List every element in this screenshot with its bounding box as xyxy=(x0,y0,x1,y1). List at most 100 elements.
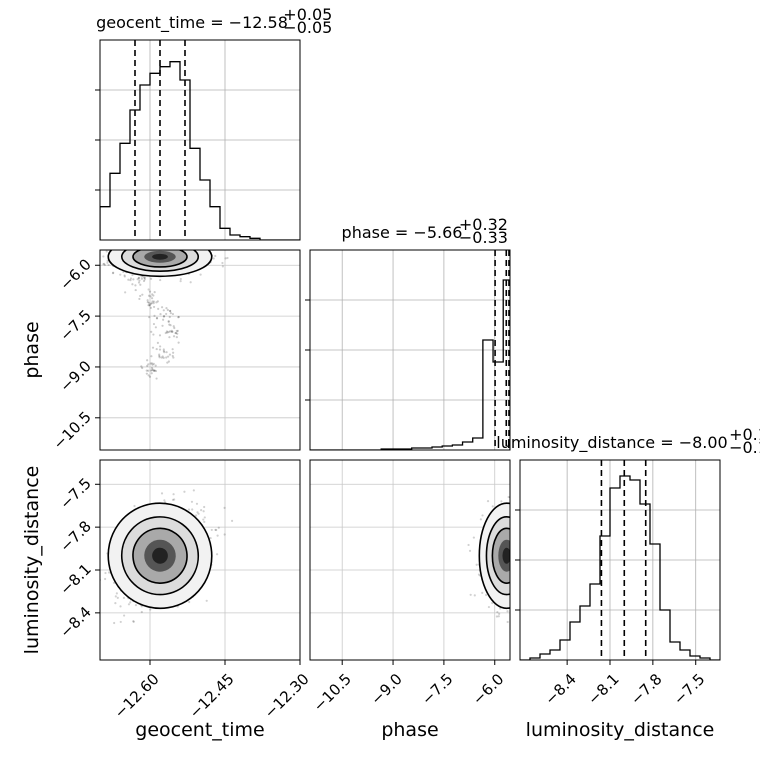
scatter-point xyxy=(174,244,176,246)
scatter-point xyxy=(139,243,141,245)
scatter-point xyxy=(114,595,117,598)
histogram-steps xyxy=(100,61,300,240)
scatter-point xyxy=(176,243,178,245)
scatter-point xyxy=(195,502,199,505)
scatter-point xyxy=(146,300,149,304)
scatter-point xyxy=(513,579,515,581)
scatter-point xyxy=(149,295,152,298)
histogram-panel-geocent_time xyxy=(95,39,301,241)
x-axis-label: geocent_time xyxy=(135,719,264,741)
scatter-point xyxy=(162,315,166,318)
scatter-point xyxy=(166,245,168,247)
scatter-point xyxy=(102,247,104,249)
scatter-point xyxy=(185,241,187,243)
scatter-point xyxy=(514,534,516,536)
scatter-point xyxy=(169,312,172,315)
scatter-point xyxy=(167,330,170,334)
scatter-point xyxy=(150,330,153,333)
scatter-point xyxy=(192,244,194,246)
scatter-point xyxy=(511,574,513,576)
scatter-point xyxy=(516,520,518,522)
scatter-point xyxy=(168,243,170,245)
scatter-point xyxy=(512,525,514,527)
scatter-point xyxy=(199,246,201,248)
scatter-point xyxy=(141,244,143,246)
scatter-point xyxy=(205,599,208,602)
y-tick-label: −10.5 xyxy=(50,408,95,453)
scatter-point xyxy=(511,542,513,544)
scatter-point xyxy=(491,601,494,605)
scatter-point xyxy=(117,247,119,249)
scatter-point xyxy=(150,355,153,358)
scatter-point xyxy=(469,593,472,596)
scatter-point xyxy=(511,566,513,568)
scatter-point xyxy=(181,246,183,248)
scatter-point xyxy=(518,596,520,598)
scatter-point xyxy=(150,277,153,280)
scatter-point xyxy=(512,538,514,540)
scatter-point xyxy=(516,503,518,505)
scatter-point xyxy=(510,533,512,535)
y-tick-label: −9.0 xyxy=(56,357,94,395)
scatter-point xyxy=(221,261,224,265)
scatter-point xyxy=(516,514,518,516)
scatter-point xyxy=(214,528,217,531)
scatter-point xyxy=(511,513,513,515)
scatter-point xyxy=(158,354,161,358)
scatter-point xyxy=(511,605,513,607)
scatter-point xyxy=(515,568,517,570)
scatter-point xyxy=(485,593,488,597)
scatter-point xyxy=(105,250,108,253)
scatter-point xyxy=(175,329,178,333)
scatter-point xyxy=(517,567,519,569)
scatter-point xyxy=(514,536,516,538)
scatter-point xyxy=(134,604,138,607)
scatter-point xyxy=(164,248,166,250)
scatter-point xyxy=(144,242,146,244)
scatter-point xyxy=(143,242,145,244)
scatter-point xyxy=(129,246,131,248)
scatter-point xyxy=(163,247,165,249)
scatter-point xyxy=(513,541,515,543)
scatter-point xyxy=(162,356,165,359)
scatter-point xyxy=(151,368,154,371)
scatter-point xyxy=(147,374,150,377)
scatter-point xyxy=(103,262,106,265)
scatter-point xyxy=(195,246,197,248)
scatter-point xyxy=(127,603,131,606)
scatter-point xyxy=(132,620,135,623)
scatter-point xyxy=(517,566,519,568)
scatter-point xyxy=(513,531,515,533)
scatter-point xyxy=(215,553,219,556)
scatter-point xyxy=(171,246,173,248)
scatter-point xyxy=(157,243,159,245)
scatter-point xyxy=(156,300,159,303)
scatter-point xyxy=(154,369,158,373)
scatter-point xyxy=(498,612,501,615)
scatter-point xyxy=(515,531,517,533)
scatter-point xyxy=(131,243,133,245)
scatter-point xyxy=(497,615,500,618)
scatter-point xyxy=(512,561,514,563)
scatter-point xyxy=(512,574,514,576)
scatter-point xyxy=(123,275,126,278)
x-tick-label: −8.1 xyxy=(584,670,622,708)
scatter-point xyxy=(172,493,175,496)
scatter-point xyxy=(511,541,513,543)
scatter-point xyxy=(514,571,516,573)
scatter-point xyxy=(130,246,132,248)
scatter-point xyxy=(512,513,514,515)
scatter-point xyxy=(144,246,146,248)
scatter-point xyxy=(514,550,516,552)
scatter-point xyxy=(162,246,164,248)
scatter-point xyxy=(512,604,514,606)
scatter-point xyxy=(153,369,156,372)
scatter-point xyxy=(179,280,182,283)
scatter-point xyxy=(517,554,519,556)
scatter-point xyxy=(150,366,154,370)
scatter-point xyxy=(158,353,161,356)
scatter-point xyxy=(106,261,109,264)
scatter-point xyxy=(172,244,174,246)
scatter-point xyxy=(175,336,178,339)
scatter-point xyxy=(113,621,116,625)
